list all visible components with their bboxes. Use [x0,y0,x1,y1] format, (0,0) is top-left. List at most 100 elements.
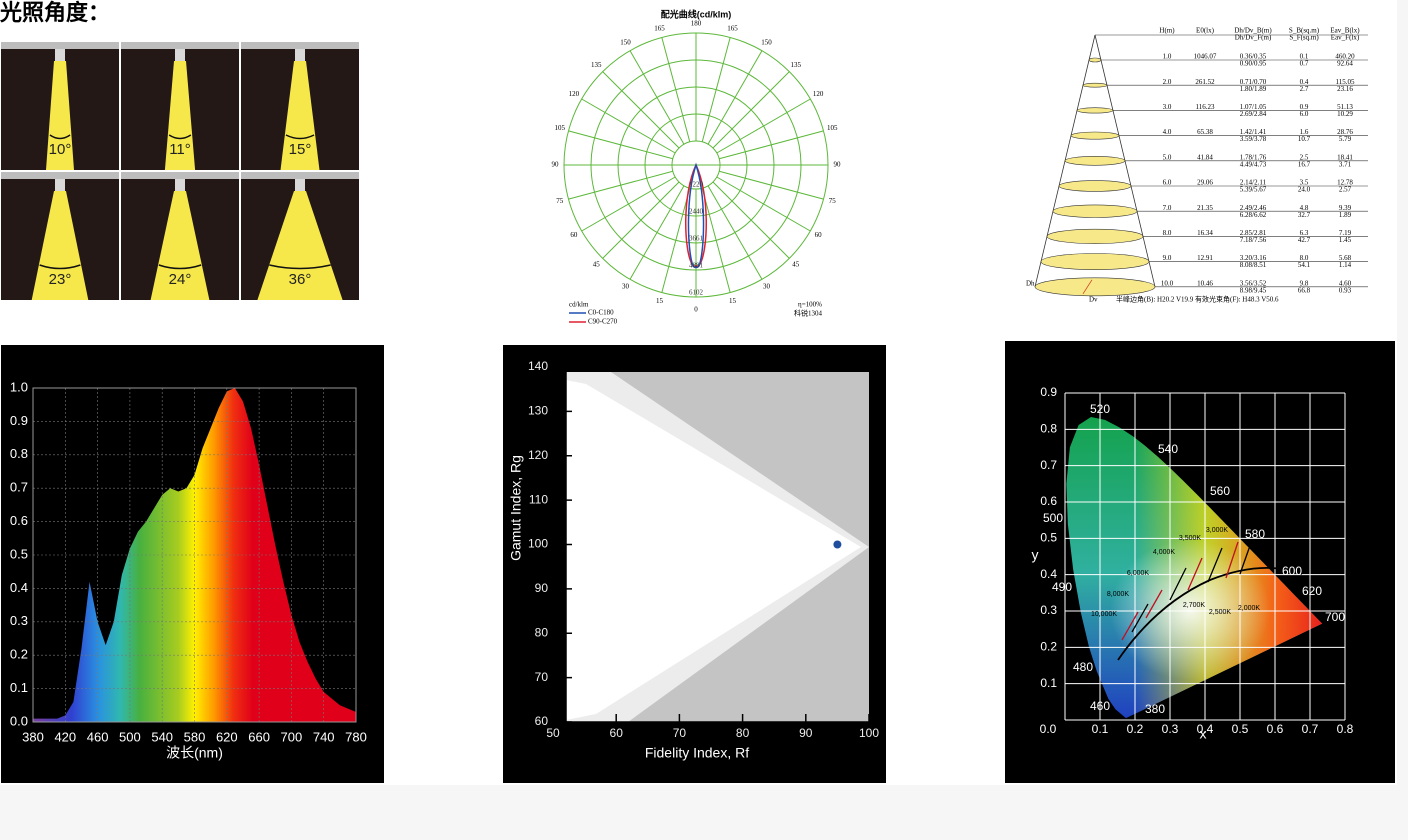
polar-angle-label: 75 [556,197,564,205]
y-tick-label: 70 [535,670,549,684]
cone-cell: 54.1 [1298,261,1311,269]
ceiling-bar [241,42,359,49]
y-tick-label: 0.7 [10,480,28,495]
y-tick-label: 130 [528,404,548,418]
beam-label: 10° [49,141,72,158]
polar-radial-label: 6102 [689,289,704,297]
cone-cell: 1.42/1.41 [1240,128,1267,136]
wavelength-label: 620 [1302,584,1322,598]
isotherm [1225,541,1239,579]
beam-cone [280,61,320,170]
cone-cell: 0.4 [1300,78,1309,86]
cone-cell: 2.57 [1339,186,1352,194]
cone-cell: 12.78 [1337,179,1353,187]
x-tick-label: 700 [281,729,303,744]
cone-cell: 4.60 [1339,279,1352,287]
polar-spoke [716,176,811,232]
x-tick-label: 460 [87,729,109,744]
lobe [684,163,708,268]
x-tick-label: 0.7 [1302,722,1319,736]
cone-cell: 460.20 [1335,53,1355,61]
wavelength-label: 490 [1052,580,1072,594]
x-tick-label: 620 [216,729,238,744]
cone-cell: 7.18/7.56 [1240,236,1267,244]
polar-spoke [701,188,731,293]
polar-spoke [707,185,763,280]
polar-spoke [719,170,824,200]
polar-spoke [602,181,680,259]
light-spot [1076,107,1114,114]
polar-angle-label: 15 [656,297,664,305]
x-tick-label: 100 [859,726,879,740]
cone-cell: 0.7 [1300,60,1309,68]
cone-cell: 1.80/1.89 [1240,85,1267,93]
cone-cell: 1.6 [1300,128,1309,136]
y-tick-label: 0.1 [1040,676,1057,690]
cone-cell: 8.0 [1300,254,1309,262]
planckian-locus [1117,566,1303,661]
cct-label: 2,000K [1238,605,1261,612]
cone-header: S_B(sq.m) [1289,27,1320,35]
light-spot [1052,204,1138,218]
y-tick-label: 100 [528,537,548,551]
polar-spoke [712,71,790,149]
cct-label: 6,000K [1127,570,1150,577]
cone-cell: 1.14 [1339,261,1352,269]
cone-header: Eav_B(lx) [1330,27,1360,35]
x-tick-label: 580 [184,729,206,744]
x-tick-label: 780 [345,729,367,744]
polar-angle-label: 30 [622,283,630,291]
polar-spoke [568,130,673,160]
cone-cell: 2.85/2.81 [1240,229,1267,237]
x-tick-label: 0.8 [1337,722,1354,736]
cone-cell: 12.91 [1197,254,1213,262]
cone-cell: 65.38 [1197,128,1213,136]
cone-cell: 1.78/1.76 [1240,153,1267,161]
y-tick-label: 0.2 [10,647,28,662]
light-spot [1046,228,1144,244]
polar-radial-label: 2440 [689,208,704,216]
angle-arc [285,134,315,140]
polar-angle-label: 60 [570,231,578,239]
cone-cell: 10.0 [1161,279,1174,287]
cone-cell: 10.29 [1337,110,1353,118]
cone-cell: 66.8 [1298,286,1311,294]
isotherm [1131,603,1149,633]
polar-efficiency: η=100% [798,301,822,309]
y-tick-label: 0.8 [10,446,28,461]
beam-label: 36° [289,271,312,288]
polar-radial-label: 1220 [689,181,704,189]
cone-cell: 9.0 [1163,254,1172,262]
x-tick-label: 0.0 [1040,722,1057,736]
cone-cell: 3.56/3.52 [1240,279,1267,287]
x-tick-label: 0.4 [1197,722,1214,736]
polar-angle-label: 90 [834,161,842,169]
fixture [175,179,185,191]
cone-cell: 2.49/2.46 [1240,204,1267,212]
band [566,380,861,720]
cct-label: 10,000K [1091,611,1117,618]
cone-cell: 5.79 [1339,135,1352,143]
x-tick-label: 70 [673,726,687,740]
cone-cell: 2.69/2.84 [1240,110,1267,118]
polar-angle-label: 15 [729,297,737,305]
isotherm [1207,547,1223,583]
cone-cell: 16.7 [1298,160,1311,168]
cone-cell: 0.36/0.35 [1240,53,1267,61]
polar-spoke [581,98,676,154]
beam-cone [257,191,343,300]
cct-label: 4,000K [1153,549,1176,556]
cone-cell: 23.16 [1337,85,1353,93]
beam-label: 24° [169,271,192,288]
beam-label: 15° [289,141,312,158]
y-tick-label: 0.0 [10,713,28,728]
cone-cell: 42.7 [1298,236,1311,244]
x-tick-label: 0.1 [1092,722,1109,736]
isotherm [1169,567,1187,601]
polar-angle-label: 105 [555,124,566,132]
dv-line [1082,279,1093,295]
cone-cell: 115.05 [1336,78,1355,86]
polar-spoke [661,188,691,293]
cone-header: Dh/Dv_F(m) [1235,34,1272,42]
cone-cell: 3.20/3.16 [1240,254,1267,262]
